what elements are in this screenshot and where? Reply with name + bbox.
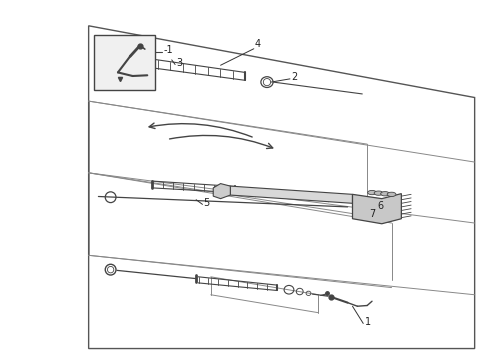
Ellipse shape [387, 192, 396, 197]
Text: 4: 4 [255, 39, 261, 49]
Text: 6: 6 [377, 201, 383, 211]
Text: -1: -1 [163, 45, 173, 55]
Text: 5: 5 [203, 198, 210, 208]
Ellipse shape [381, 192, 390, 196]
Bar [94, 35, 155, 90]
Polygon shape [213, 184, 230, 199]
Polygon shape [352, 194, 401, 224]
Text: 1: 1 [365, 317, 371, 327]
Polygon shape [230, 186, 352, 203]
Ellipse shape [368, 190, 376, 195]
Text: 7: 7 [369, 209, 376, 219]
Text: 3: 3 [176, 58, 183, 68]
Ellipse shape [374, 191, 383, 195]
Text: 2: 2 [292, 72, 297, 82]
